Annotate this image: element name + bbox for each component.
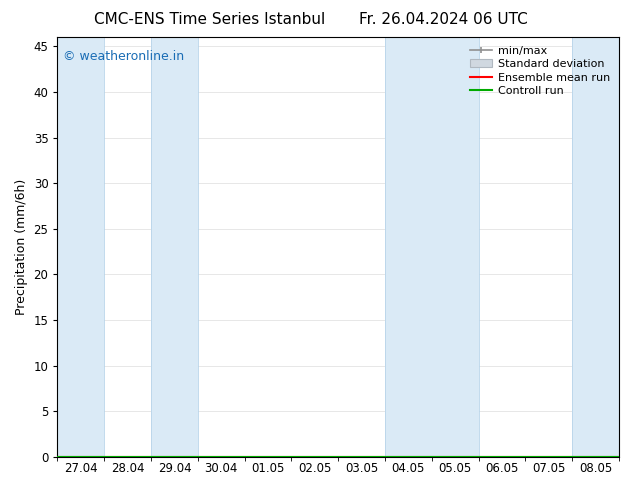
- Bar: [385, 37, 479, 457]
- Bar: [58, 37, 104, 457]
- Bar: [151, 37, 198, 457]
- Bar: [573, 37, 619, 457]
- Text: CMC-ENS Time Series Istanbul: CMC-ENS Time Series Istanbul: [94, 12, 325, 27]
- Text: © weatheronline.in: © weatheronline.in: [63, 49, 184, 63]
- Legend: min/max, Standard deviation, Ensemble mean run, Controll run: min/max, Standard deviation, Ensemble me…: [467, 43, 614, 99]
- Y-axis label: Precipitation (mm/6h): Precipitation (mm/6h): [15, 179, 28, 315]
- Text: Fr. 26.04.2024 06 UTC: Fr. 26.04.2024 06 UTC: [359, 12, 528, 27]
